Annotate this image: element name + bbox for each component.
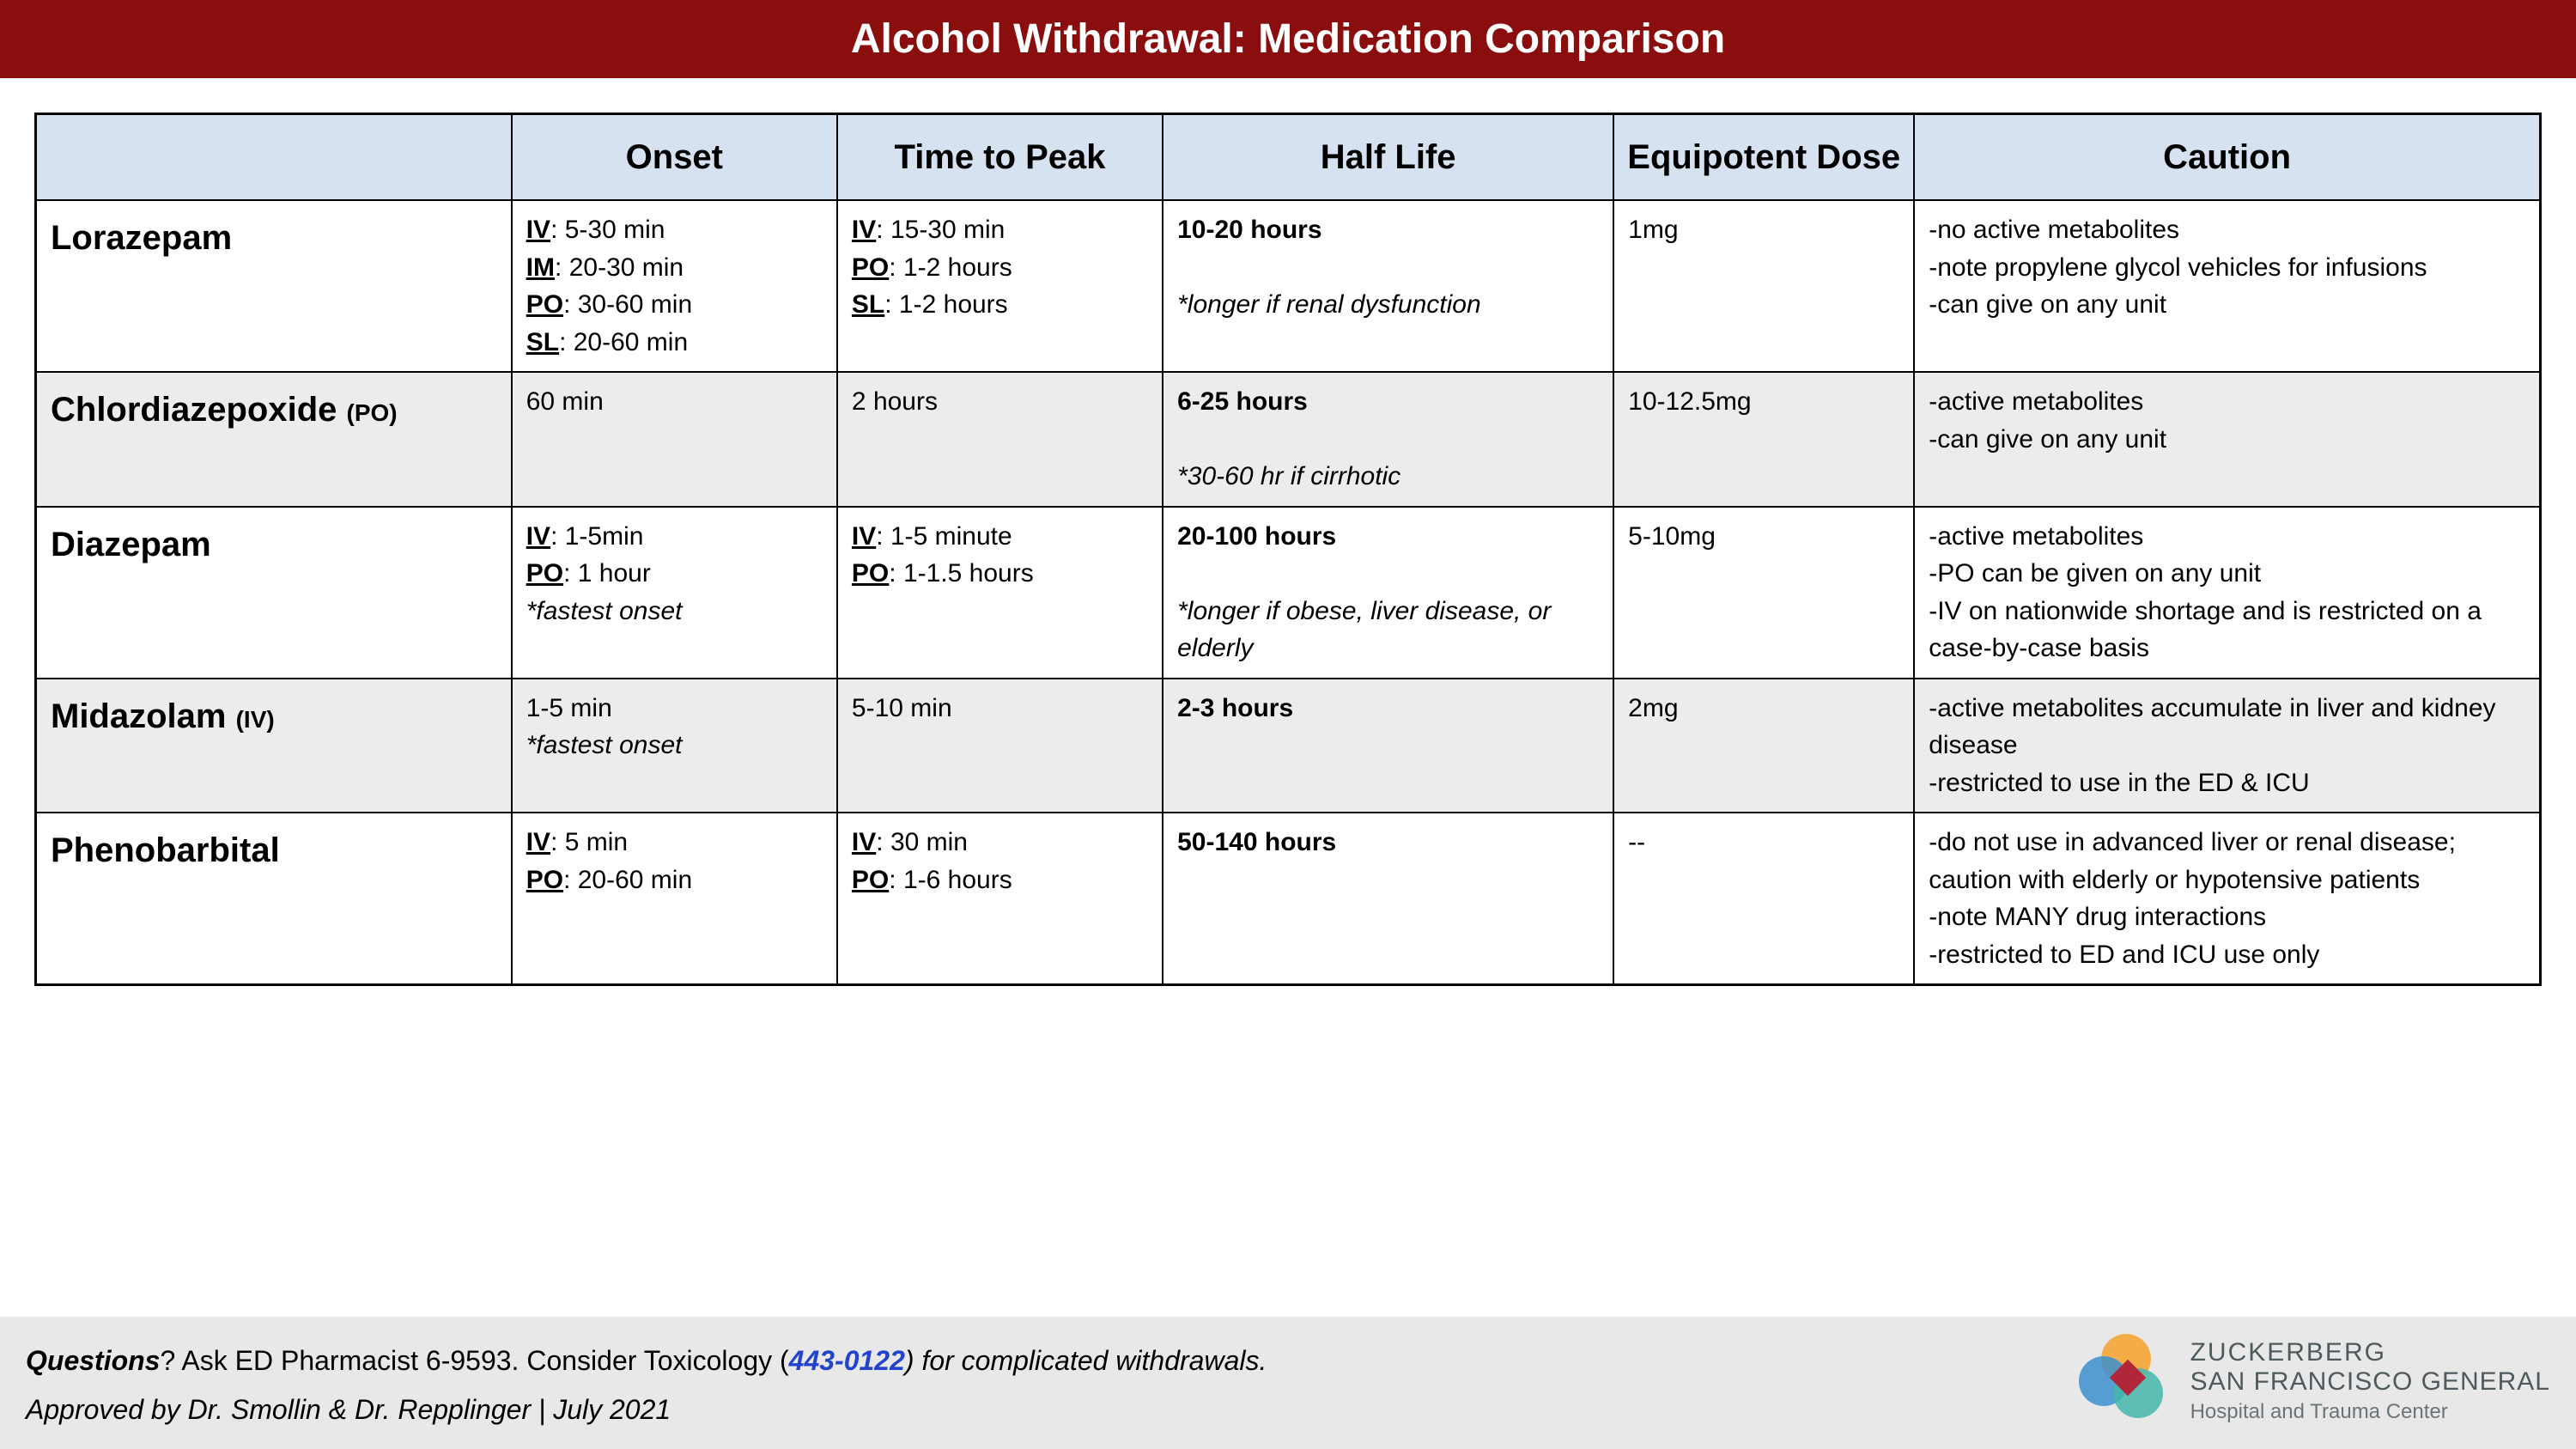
col-header-drug bbox=[36, 114, 512, 201]
footer-questions: Questions? Ask ED Pharmacist 6-9593. Con… bbox=[26, 1336, 1267, 1386]
questions-tail: ) for complicated withdrawals. bbox=[905, 1345, 1267, 1376]
drug-name-cell: Chlordiazepoxide (PO) bbox=[36, 372, 512, 507]
col-header-peak: Time to Peak bbox=[837, 114, 1163, 201]
table-row: LorazepamIV: 5-30 minIM: 20-30 minPO: 30… bbox=[36, 200, 2541, 372]
table-row: Chlordiazepoxide (PO)60 min2 hours6-25 h… bbox=[36, 372, 2541, 507]
footer-approved: Approved by Dr. Smollin & Dr. Repplinger… bbox=[26, 1394, 1267, 1426]
footer-bar: Questions? Ask ED Pharmacist 6-9593. Con… bbox=[0, 1317, 2576, 1449]
caution-cell: -do not use in advanced liver or renal d… bbox=[1914, 813, 2540, 985]
col-header-dose: Equipotent Dose bbox=[1613, 114, 1914, 201]
onset-cell: 60 min bbox=[512, 372, 837, 507]
questions-label: Questions bbox=[26, 1345, 160, 1376]
onset-cell: IV: 5-30 minIM: 20-30 minPO: 30-60 minSL… bbox=[512, 200, 837, 372]
dose-cell: 2mg bbox=[1613, 679, 1914, 813]
drug-name-cell: Diazepam bbox=[36, 507, 512, 679]
peak-cell: IV: 15-30 minPO: 1-2 hoursSL: 1-2 hours bbox=[837, 200, 1163, 372]
col-header-caution: Caution bbox=[1914, 114, 2540, 201]
half-life-cell: 2-3 hours bbox=[1163, 679, 1613, 813]
dose-cell: -- bbox=[1613, 813, 1914, 985]
drug-name-cell: Lorazepam bbox=[36, 200, 512, 372]
onset-cell: IV: 5 minPO: 20-60 min bbox=[512, 813, 837, 985]
toxicology-phone: 443-0122 bbox=[789, 1345, 905, 1376]
dose-cell: 1mg bbox=[1613, 200, 1914, 372]
caution-cell: -active metabolites-can give on any unit bbox=[1914, 372, 2540, 507]
footer-left: Questions? Ask ED Pharmacist 6-9593. Con… bbox=[26, 1336, 1267, 1427]
hospital-logo: ZUCKERBERG SAN FRANCISCO GENERAL Hospita… bbox=[2079, 1334, 2550, 1428]
logo-text: ZUCKERBERG SAN FRANCISCO GENERAL Hospita… bbox=[2190, 1338, 2550, 1424]
onset-cell: IV: 1-5minPO: 1 hour*fastest onset bbox=[512, 507, 837, 679]
logo-line3: Hospital and Trauma Center bbox=[2190, 1400, 2550, 1424]
col-header-onset: Onset bbox=[512, 114, 837, 201]
questions-text: ? Ask ED Pharmacist 6-9593. Consider Tox… bbox=[160, 1345, 788, 1376]
half-life-cell: 20-100 hours *longer if obese, liver dis… bbox=[1163, 507, 1613, 679]
drug-name-cell: Midazolam (IV) bbox=[36, 679, 512, 813]
half-life-cell: 10-20 hours*longer if renal dysfunction bbox=[1163, 200, 1613, 372]
table-container: Onset Time to Peak Half Life Equipotent … bbox=[0, 78, 2576, 986]
header-bar: Alcohol Withdrawal: Medication Compariso… bbox=[0, 0, 2576, 78]
peak-cell: IV: 1-5 minutePO: 1-1.5 hours bbox=[837, 507, 1163, 679]
dose-cell: 10-12.5mg bbox=[1613, 372, 1914, 507]
caution-cell: -active metabolites-PO can be given on a… bbox=[1914, 507, 2540, 679]
table-row: DiazepamIV: 1-5minPO: 1 hour*fastest ons… bbox=[36, 507, 2541, 679]
dose-cell: 5-10mg bbox=[1613, 507, 1914, 679]
page-title: Alcohol Withdrawal: Medication Compariso… bbox=[0, 15, 2576, 63]
table-header-row: Onset Time to Peak Half Life Equipotent … bbox=[36, 114, 2541, 201]
logo-line2: SAN FRANCISCO GENERAL bbox=[2190, 1367, 2550, 1397]
peak-cell: 2 hours bbox=[837, 372, 1163, 507]
caution-cell: -no active metabolites-note propylene gl… bbox=[1914, 200, 2540, 372]
col-header-half: Half Life bbox=[1163, 114, 1613, 201]
medication-table: Onset Time to Peak Half Life Equipotent … bbox=[34, 113, 2542, 986]
drug-name-cell: Phenobarbital bbox=[36, 813, 512, 985]
peak-cell: 5-10 min bbox=[837, 679, 1163, 813]
logo-mark-icon bbox=[2079, 1334, 2173, 1428]
half-life-cell: 6-25 hours*30-60 hr if cirrhotic bbox=[1163, 372, 1613, 507]
table-row: Midazolam (IV) 1-5 min*fastest onset 5-1… bbox=[36, 679, 2541, 813]
half-life-cell: 50-140 hours bbox=[1163, 813, 1613, 985]
onset-cell: 1-5 min*fastest onset bbox=[512, 679, 837, 813]
caution-cell: -active metabolites accumulate in liver … bbox=[1914, 679, 2540, 813]
peak-cell: IV: 30 minPO: 1-6 hours bbox=[837, 813, 1163, 985]
logo-line1: ZUCKERBERG bbox=[2190, 1338, 2550, 1367]
table-row: PhenobarbitalIV: 5 minPO: 20-60 minIV: 3… bbox=[36, 813, 2541, 985]
